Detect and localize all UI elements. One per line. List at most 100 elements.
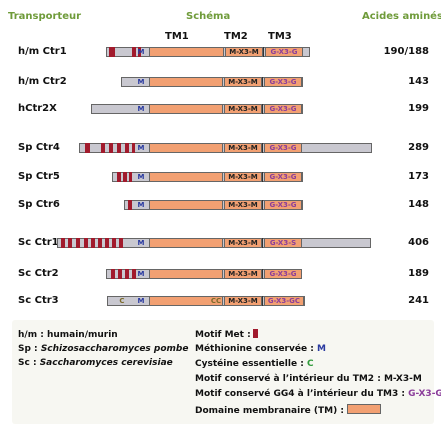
legend-tm2-label: Motif conservé à l’intérieur du TM2 :: [195, 374, 381, 384]
met-motif: [101, 143, 105, 153]
protein-bar: M M-X3-M G-X3-G: [79, 143, 372, 153]
header-schema: Schéma: [186, 11, 231, 22]
protein-bar: M M-X3-M G-X3-G: [106, 47, 310, 57]
met-motif: [117, 143, 121, 153]
met-motif: [109, 143, 113, 153]
protein-bar: M M-X3-M G-X3-G: [106, 269, 302, 279]
tm1-domain: [149, 238, 223, 248]
tm2-domain: [224, 296, 262, 306]
met-motif: [98, 238, 102, 248]
cysteine-pair-mark: CC: [210, 297, 222, 305]
row-aa: 148: [408, 199, 429, 210]
tm2-domain: [224, 238, 262, 248]
met-motif: [84, 238, 88, 248]
legend-tm2-motif: Motif conservé à l’intérieur du TM2 : M-…: [195, 374, 422, 384]
tm3-motif: G-X3-G: [270, 48, 298, 56]
tm3-domain: [264, 269, 302, 279]
tm3-label: TM3: [268, 31, 292, 42]
legend-sp: Sp : Schizosaccharomyces pombe: [18, 344, 188, 354]
legend-cysteine-symbol: C: [306, 359, 314, 369]
met-motif: [129, 172, 132, 182]
legend-hm: h/m : humain/murin: [18, 330, 118, 340]
legend-cysteine-label: Cystéine essentielle :: [195, 359, 304, 369]
methionine-mark: M: [137, 297, 145, 305]
tm2-motif: M-X3-M: [228, 78, 258, 86]
tm2-domain: [224, 143, 262, 153]
tm2-domain: [224, 172, 262, 182]
tm2-domain: [225, 47, 263, 57]
methionine-mark: M: [137, 48, 145, 56]
legend-tm-domain: Domaine membranaire (TM) :: [195, 404, 381, 416]
legend-motif-met: Motif Met :: [195, 329, 258, 340]
protein-bar: M M-X3-M G-X3-G: [124, 200, 303, 210]
protein-bar: M M-X3-M G-X3-G: [112, 172, 303, 182]
met-motif: [85, 143, 90, 153]
row-aa: 143: [408, 76, 429, 87]
legend-methionine-symbol: M: [316, 344, 326, 354]
header-transporter: Transporteur: [8, 11, 82, 22]
tm-divider: [263, 47, 264, 57]
tm2-domain: [224, 269, 262, 279]
tm2-motif: M-X3-M: [228, 297, 258, 305]
legend-sc: Sc : Saccharomyces cerevisiae: [18, 358, 173, 368]
tm1-domain: [149, 143, 223, 153]
row-name: h/m Ctr2: [18, 76, 67, 87]
row-aa: 199: [408, 103, 429, 114]
tm3-domain: [264, 77, 302, 87]
tm3-motif: G-X3-S: [269, 239, 297, 247]
tm2-motif: M-X3-M: [229, 48, 259, 56]
tm3-domain: [264, 172, 302, 182]
legend-gg4-symbol: G-X3-G: [408, 389, 441, 399]
row-name: Sp Ctr5: [18, 171, 60, 182]
methionine-mark: M: [137, 78, 145, 86]
protein-bar: M M-X3-M G-X3-G: [91, 104, 303, 114]
legend-gg4-label: Motif conservé GG4 à l’intérieur du TM3 …: [195, 389, 405, 399]
tm2-motif: M-X3-M: [228, 270, 258, 278]
tm2-domain: [224, 104, 262, 114]
met-motif: [132, 269, 136, 279]
tm-swatch: [346, 404, 381, 414]
header-aa: Acides aminés: [362, 11, 441, 22]
legend-methionine: Méthionine conservée : M: [195, 344, 326, 354]
legend-sc-text: Saccharomyces cerevisiae: [39, 358, 173, 368]
tm1-domain: [149, 47, 224, 57]
tm1-domain: [149, 296, 223, 306]
tm-divider: [262, 143, 263, 153]
protein-bar: M M-X3-M G-X3-S: [57, 238, 371, 248]
legend-gg4-motif: Motif conservé GG4 à l’intérieur du TM3 …: [195, 389, 441, 399]
tm-divider: [262, 200, 263, 210]
row-aa: 406: [408, 237, 429, 248]
met-swatch: [252, 329, 258, 338]
row-name: Sp Ctr6: [18, 199, 60, 210]
met-motif: [111, 269, 115, 279]
methionine-mark: M: [137, 144, 145, 152]
tm3-domain: [264, 104, 302, 114]
row-aa: 289: [408, 142, 429, 153]
tm2-motif: M-X3-M: [228, 239, 258, 247]
legend-tm2-symbol: M-X3-M: [383, 374, 422, 384]
tm3-motif: G-X3-G: [269, 270, 297, 278]
legend-box: h/m : humain/murin Sp : Schizosaccharomy…: [12, 320, 441, 424]
row-name: h/m Ctr1: [18, 46, 67, 57]
row-aa: 189: [408, 268, 429, 279]
row-name: Sp Ctr4: [18, 142, 60, 153]
methionine-mark: M: [137, 201, 145, 209]
tm-divider: [262, 238, 263, 248]
met-motif: [112, 238, 116, 248]
tm2-motif: M-X3-M: [228, 173, 258, 181]
legend-methionine-label: Méthionine conservée :: [195, 344, 314, 354]
tm3-motif: G-X3-G: [269, 173, 297, 181]
row-name: Sc Ctr1: [18, 237, 59, 248]
met-motif: [125, 143, 129, 153]
tm2-domain: [224, 200, 262, 210]
legend-tm-label: Domaine membranaire (TM) :: [195, 406, 344, 416]
tm3-domain: [264, 143, 302, 153]
met-motif: [123, 172, 127, 182]
methionine-mark: M: [137, 105, 145, 113]
tm2-label: TM2: [224, 31, 248, 42]
tm1-domain: [149, 269, 223, 279]
tm3-motif: G-X3-G: [269, 201, 297, 209]
methionine-mark: M: [137, 173, 145, 181]
row-name: Sc Ctr3: [18, 295, 59, 306]
